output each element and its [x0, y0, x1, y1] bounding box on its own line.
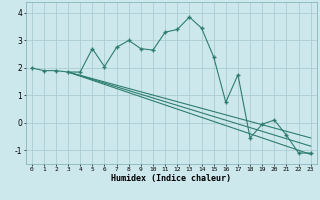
X-axis label: Humidex (Indice chaleur): Humidex (Indice chaleur)	[111, 174, 231, 183]
